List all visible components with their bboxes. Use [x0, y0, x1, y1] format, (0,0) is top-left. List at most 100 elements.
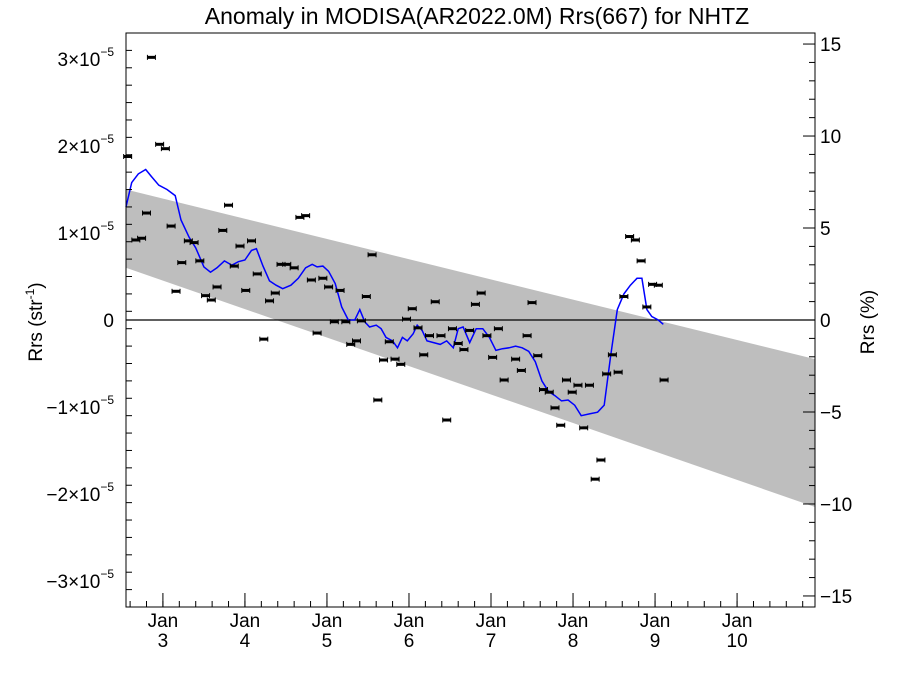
y-right-tick-label: −15	[820, 587, 852, 608]
data-point-mark	[459, 348, 468, 352]
data-point-mark	[608, 353, 617, 357]
data-point-mark	[330, 320, 339, 324]
x-tick-month-label: Jan	[476, 611, 507, 632]
data-point-mark	[533, 354, 542, 358]
data-point	[533, 353, 543, 359]
data-point	[465, 327, 475, 333]
data-point-mark	[341, 320, 350, 324]
data-points	[123, 54, 669, 482]
uncertainty-band	[126, 189, 815, 507]
x-tick-month-label: Jan	[722, 611, 753, 632]
data-point	[436, 333, 446, 339]
data-point-mark	[556, 423, 565, 427]
data-point	[613, 369, 623, 375]
data-point-mark	[373, 398, 382, 402]
data-point	[329, 319, 339, 325]
y-right-tick-label: −5	[820, 403, 842, 424]
smoothed-anomaly-line	[125, 168, 664, 417]
data-point	[527, 300, 537, 306]
data-point-mark	[313, 331, 322, 335]
data-point	[453, 340, 463, 346]
data-point	[171, 288, 181, 294]
data-point	[177, 260, 187, 266]
x-tick-day-label: 5	[322, 631, 333, 652]
data-point-mark	[562, 378, 571, 382]
data-point	[137, 235, 147, 241]
y-axis-left-label: Rrs (str-1)	[23, 282, 47, 361]
data-point-mark	[218, 228, 227, 232]
data-point-mark	[385, 340, 394, 344]
y-left-tick-label: −1×10−5	[46, 393, 114, 419]
data-point	[246, 238, 256, 244]
x-tick-day-label: 8	[568, 631, 579, 652]
data-point	[224, 202, 234, 208]
data-point	[625, 234, 635, 240]
data-point-mark	[579, 426, 588, 430]
x-tick-day-label: 9	[650, 631, 661, 652]
data-point-mark	[295, 215, 304, 219]
data-point	[301, 213, 311, 219]
data-point-mark	[195, 259, 204, 263]
data-point	[470, 301, 480, 307]
y-axis-right: −15 −10 −5 0 5 10 15	[803, 35, 852, 608]
data-point-mark	[137, 236, 146, 240]
data-point	[282, 261, 292, 267]
data-point	[516, 367, 526, 373]
data-point-mark	[568, 390, 577, 394]
data-point-mark	[259, 337, 268, 341]
data-point	[379, 357, 389, 363]
data-point-mark	[585, 383, 594, 387]
data-point-mark	[161, 147, 170, 151]
data-point	[659, 377, 669, 383]
y-axis-left: −3×10−5 −2×10−5 −1×10−5 0 1×10−5 2×10−5 3×10−5	[46, 32, 132, 608]
data-point	[499, 377, 509, 383]
data-point-mark	[362, 295, 371, 299]
x-tick-month-label: Jan	[148, 611, 179, 632]
data-point	[619, 294, 629, 300]
data-point-mark	[425, 334, 434, 338]
data-point	[550, 405, 560, 411]
data-point	[424, 333, 434, 339]
data-point-mark	[500, 378, 509, 382]
data-point-mark	[654, 283, 663, 287]
chart-title: Anomaly in MODISA(AR2022.0M) Rrs(667) fo…	[205, 3, 749, 29]
x-tick-day-label: 3	[158, 631, 169, 652]
data-point-mark	[131, 238, 140, 242]
data-point-mark	[247, 239, 256, 243]
data-point	[318, 275, 328, 281]
data-point-mark	[482, 334, 491, 338]
data-point-mark	[290, 266, 299, 270]
data-point-mark	[236, 244, 245, 248]
data-point	[390, 356, 400, 362]
data-point-mark	[184, 239, 193, 243]
data-point	[235, 243, 245, 249]
data-point	[142, 210, 152, 216]
y-right-tick-label: 0	[820, 311, 831, 332]
data-point-mark	[123, 154, 132, 158]
data-point	[630, 237, 640, 243]
data-point	[482, 333, 492, 339]
data-point	[430, 299, 440, 305]
data-point	[324, 284, 334, 290]
data-point-mark	[391, 357, 400, 361]
data-point	[206, 297, 216, 303]
data-point-mark	[619, 295, 628, 299]
data-point-mark	[265, 299, 274, 303]
x-tick-month-label: Jan	[394, 611, 425, 632]
data-point-mark	[224, 203, 233, 207]
data-point-mark	[357, 319, 366, 323]
data-point-mark	[625, 235, 634, 239]
data-point-mark	[591, 477, 600, 481]
data-point	[590, 476, 600, 482]
data-point-mark	[172, 289, 181, 293]
x-tick-month-label: Jan	[558, 611, 589, 632]
data-point	[653, 282, 663, 288]
data-point	[384, 339, 394, 345]
data-point-mark	[477, 291, 486, 295]
x-tick-day-label: 7	[486, 631, 497, 652]
y-right-tick-label: 5	[820, 219, 831, 240]
data-point-mark	[352, 339, 361, 343]
y-left-tick-label: 1×10−5	[58, 219, 115, 245]
data-point-mark	[307, 278, 316, 282]
y-left-tick-label: 2×10−5	[58, 132, 115, 158]
